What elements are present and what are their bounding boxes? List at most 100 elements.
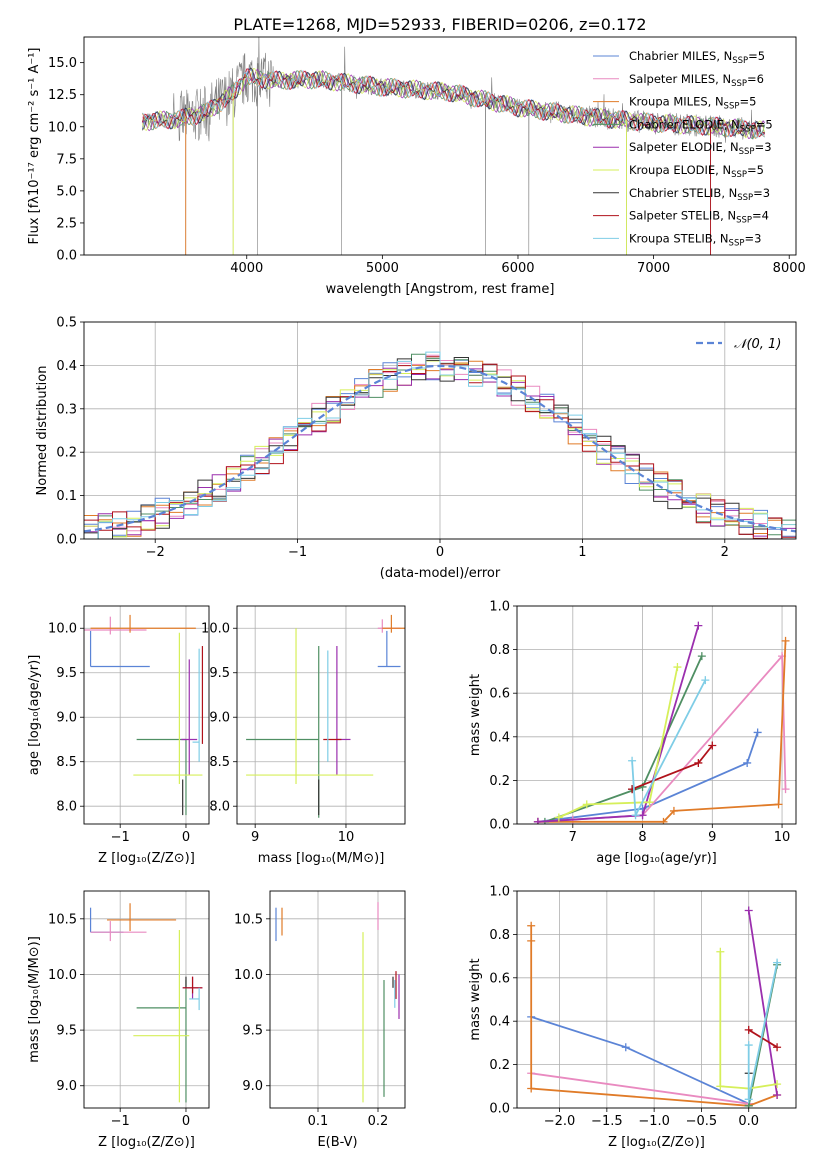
y-tick-label: 0.4 [489,730,510,745]
mass-weight-marker [716,1082,725,1091]
legend-entry: Salpeter MILES, NSSP=6 [629,72,764,89]
mass-weight-marker [554,813,563,822]
y-tick-label: 8.5 [209,755,230,770]
model-line-salpeter-stelib [141,68,766,138]
mass-weight-marker [773,1080,782,1089]
mass-weight-marker [673,663,682,672]
y-tick-label: 1.0 [489,600,510,615]
y-axis-label: age [log₁₀(age/yr)] [27,655,42,776]
mass-weight-marker [697,652,706,661]
y-tick-label: 0.2 [489,774,510,789]
mass-weight-marker [694,621,703,630]
mass-weight-marker [638,811,647,820]
x-tick-label: 6000 [501,261,534,276]
plot-area-spectrum [141,37,766,255]
y-tick-label: 0.4 [56,359,77,374]
mass-weight-marker [774,800,783,809]
x-tick-label: 8000 [773,261,806,276]
y-tick-label: 0.4 [489,1015,510,1030]
axes-mass-vs-Z: −1 0 9.0 9.5 10.0 10.5 Z [log₁₀(Z/Z⊙)] mass [lo… [27,890,210,1150]
model-line-salpeter-elodie [141,68,766,139]
y-tick-label: 8.0 [209,800,230,815]
y-tick-label: 9.0 [56,711,77,726]
plot-area-mass-vs-Z [89,903,203,1103]
model-line-kroupa-stelib [142,70,766,139]
x-axis-label: mass [log₁₀(M/M⊙)] [258,851,385,866]
plot-area-age-vs-mass [246,614,405,818]
x-tick-label: 10 [774,830,791,845]
mass-weight-marker [701,676,710,685]
legend-entry: Salpeter STELIB, NSSP=4 [629,209,769,226]
x-tick-label: 0 [436,545,444,560]
axes-residuals: −2 −1 0 1 2 0.0 0.1 0.2 0.3 0.4 0.5 (data-model)/er… [35,316,797,581]
y-tick-label: 0.8 [489,643,510,658]
x-tick-label: 7 [569,830,577,845]
y-tick-label: 8.5 [56,755,77,770]
plot-area-residuals [84,351,796,539]
y-tick-label: 0.3 [56,402,77,417]
mass-weight-marker [781,785,790,794]
mass-weight-marker [744,1041,753,1050]
mass-weight-marker [659,817,668,824]
axes-frame [83,890,210,1109]
x-tick-label: 7000 [637,261,670,276]
normal-reference-curve [84,364,796,533]
plot-area-massweight-vs-Z [527,906,782,1108]
mass-weight-line [748,1029,778,1048]
y-tick-label: 0.8 [489,928,510,943]
mass-weight-marker [621,1043,630,1052]
x-tick-label: 8 [638,830,646,845]
axes-mass-vs-EBV: 0.1 0.2 9.0 9.5 10.0 10.5 E(B-V) [234,890,406,1150]
axes-frame [83,36,797,256]
x-tick-label: 9 [708,830,716,845]
y-tick-label: 10.0 [201,622,230,637]
plot-area-age-vs-Z [84,614,204,816]
mass-weight-marker [708,741,717,750]
axes-frame [83,605,210,825]
plot-area-massweight-vs-age [533,621,790,824]
y-axis-label: Normed distribution [35,366,50,496]
mass-weight-marker [716,947,725,956]
y-axis-label: Flux [fλ10⁻¹⁷ erg cm⁻² s⁻¹ A⁻¹] [27,48,42,245]
mass-weight-line [719,951,778,1090]
x-axis-label: E(B-V) [317,1135,357,1150]
x-tick-label: 1 [578,545,586,560]
x-tick-label: 5000 [366,261,399,276]
x-tick-label: −1.0 [638,1114,670,1129]
x-tick-label: 0.1 [308,1114,329,1129]
legend-entry: Kroupa STELIB, NSSP=3 [629,231,761,248]
y-tick-label: 0.0 [489,818,510,833]
mass-weight-marker [744,1095,753,1104]
histogram-steps [84,351,796,539]
y-tick-label: 1.0 [489,885,510,900]
x-tick-label: 10 [338,830,355,845]
residuals-legend: 𝒩(0, 1) [696,337,781,352]
y-tick-label: 2.5 [56,216,77,231]
y-tick-label: 5.0 [56,184,77,199]
mass-weight-marker [645,798,654,807]
y-tick-label: 10.0 [234,968,263,983]
y-tick-label: 0.0 [56,249,77,264]
y-tick-label: 7.5 [56,152,77,167]
x-tick-label: −1 [288,545,307,560]
y-tick-label: 0.2 [56,446,77,461]
spectrum-legend: Chabrier MILES, NSSP=5 Salpeter MILES, NS… [593,49,773,248]
x-axis-label: age [log₁₀(age/yr)] [596,851,717,866]
y-tick-label: 12.5 [48,88,77,103]
mass-weight-marker [773,1090,782,1099]
y-tick-label: 10.5 [234,912,263,927]
legend-entry: Salpeter ELODIE, NSSP=3 [629,140,772,157]
legend-entry: Chabrier ELODIE, NSSP=5 [629,117,773,134]
x-tick-label: −1 [111,830,130,845]
x-axis-label: (data-model)/error [380,566,501,581]
x-tick-label: −0.5 [686,1114,718,1129]
mass-weight-marker [773,958,782,967]
x-tick-label: 9 [251,830,259,845]
axes-age-vs-mass: 9 10 8.0 8.5 9.0 9.5 10.0 mass [log₁₀(M/M⊙)] [201,605,406,866]
y-tick-label: 9.0 [209,711,230,726]
y-tick-label: 9.0 [56,1079,77,1094]
x-tick-label: −1 [111,1114,130,1129]
x-tick-label: −1.5 [591,1114,623,1129]
mass-weight-marker [533,817,542,824]
